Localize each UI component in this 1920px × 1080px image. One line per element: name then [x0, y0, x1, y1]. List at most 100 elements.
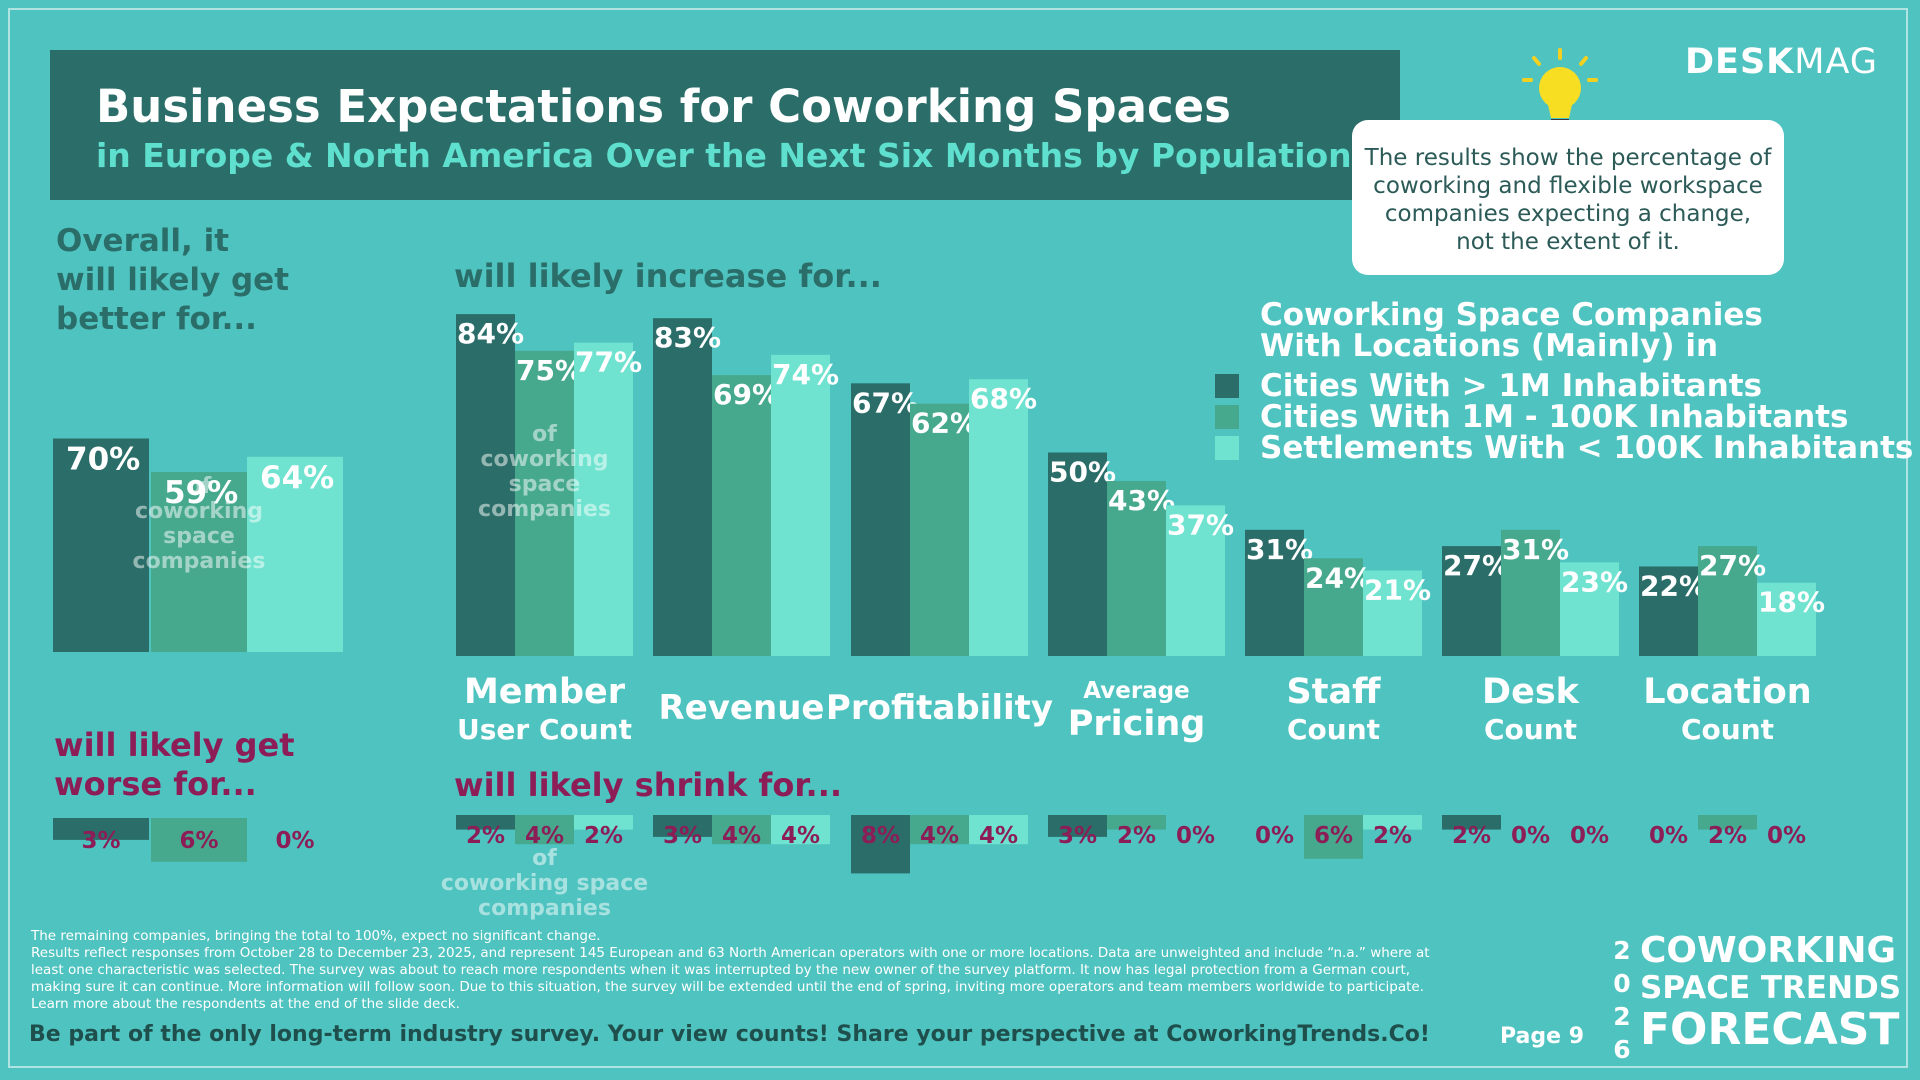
worse-heading: will likely get worse for...: [54, 726, 295, 804]
overall-worse-value-label: 6%: [179, 828, 218, 854]
increase-bar-note: space: [509, 472, 581, 497]
better-heading-line: Overall, it: [56, 223, 230, 259]
increase-bar: [771, 354, 830, 656]
shrink-bar: [456, 815, 515, 830]
increase-value-label: 24%: [1305, 561, 1372, 594]
shrink-bar: [1107, 815, 1166, 830]
increase-value-label: 31%: [1502, 533, 1569, 566]
worse-heading-line: worse for...: [54, 765, 257, 803]
increase-value-label: 69%: [713, 378, 780, 411]
shrink-note: of: [532, 846, 557, 871]
category-label: Revenue: [659, 688, 825, 728]
increase-value-label: 67%: [852, 386, 919, 419]
shrink-bar: [574, 815, 633, 830]
category-label: Pricing: [1068, 704, 1206, 744]
increase-bar: [712, 375, 771, 656]
category-label: Count: [1681, 713, 1774, 746]
shrink-bar: [1442, 815, 1501, 830]
legend-title: Coworking Space Companies With Locations…: [1260, 300, 1763, 362]
shrink-value-label: 2%: [466, 823, 505, 849]
increase-bar: [969, 379, 1028, 656]
overall-bar-note: space: [163, 524, 235, 549]
header-banner: Business Expectations for Coworking Spac…: [50, 50, 1440, 200]
legend-title-line: With Locations (Mainly) in: [1260, 328, 1719, 364]
shrink-value-label: 2%: [1708, 823, 1747, 849]
increase-value-label: 27%: [1699, 549, 1766, 582]
logo-part-mag: MAG: [1794, 42, 1878, 82]
overall-better-bar: [53, 438, 149, 652]
shrink-bar: [1698, 815, 1757, 830]
category-label: Location: [1643, 672, 1811, 712]
shrink-value-label: 0%: [1767, 823, 1806, 849]
forecast-line-1: COWORKING: [1640, 930, 1897, 971]
legend-item-settlements: Settlements With < 100K Inhabitants: [1215, 429, 1914, 466]
forecast-line-2: SPACE TRENDS: [1640, 970, 1902, 1006]
increase-bar-note: of: [532, 422, 557, 447]
shrink-bar: [969, 815, 1028, 845]
increase-bar: [910, 403, 969, 656]
overall-bar-note: companies: [133, 549, 266, 574]
shrink-value-label: 4%: [979, 823, 1018, 849]
shrink-bar: [653, 815, 712, 837]
shrink-value-label: 2%: [1117, 823, 1156, 849]
legend: Cities With > 1M Inhabitants Cities With…: [1215, 367, 1914, 466]
overall-worse-value-label: 0%: [275, 828, 314, 854]
shrink-value-label: 4%: [781, 823, 820, 849]
shrink-value-label: 0%: [1511, 823, 1550, 849]
increase-value-label: 43%: [1108, 484, 1175, 517]
increase-value-label: 75%: [516, 354, 583, 387]
increase-bar: [515, 350, 574, 656]
increase-heading: will likely increase for...: [454, 257, 882, 295]
increase-value-label: 62%: [911, 407, 978, 440]
legend-label: Settlements With < 100K Inhabitants: [1260, 429, 1914, 466]
increase-bar: [1698, 546, 1757, 656]
increase-value-label: 18%: [1758, 586, 1825, 619]
category-label: Average: [1083, 678, 1190, 704]
legend-swatch: [1215, 435, 1239, 460]
legend-swatch: [1215, 373, 1239, 398]
increase-bar: [1639, 566, 1698, 656]
year-digit: 0: [1613, 969, 1631, 998]
forecast-year: 2 0 2 6: [1612, 934, 1632, 1066]
better-heading-line: will likely get: [56, 262, 290, 298]
shrink-value-label: 4%: [722, 823, 761, 849]
page-title: Business Expectations for Coworking Spac…: [96, 80, 1231, 133]
logo-part-desk: DESK: [1685, 42, 1795, 82]
increase-value-label: 74%: [772, 358, 839, 391]
increase-bar-note: companies: [478, 497, 611, 522]
shrink-value-label: 4%: [920, 823, 959, 849]
overall-better-bar: [247, 456, 343, 652]
overall-worse-bar: [53, 818, 149, 840]
legend-swatch: [1215, 404, 1239, 429]
better-heading: Overall, it will likely get better for..…: [56, 222, 289, 339]
survey-cta-link[interactable]: Be part of the only long-term industry s…: [29, 1022, 1430, 1047]
shrink-value-label: 6%: [1314, 823, 1353, 849]
shrink-value-label: 3%: [1058, 823, 1097, 849]
increase-value-label: 31%: [1246, 533, 1313, 566]
legend-item-mid-cities: Cities With 1M - 100K Inhabitants: [1215, 399, 1913, 435]
overall-bar-note: coworking: [135, 499, 263, 524]
increase-bar-note: coworking: [480, 447, 608, 472]
better-heading-line: better for...: [56, 301, 257, 337]
increase-bar: [574, 342, 633, 656]
increase-value-label: 84%: [457, 317, 524, 350]
category-label: Desk: [1482, 672, 1580, 712]
shrink-value-label: 0%: [1649, 823, 1688, 849]
increase-bar: [1560, 562, 1619, 656]
shrink-bar: [1048, 815, 1107, 837]
increase-bar: [1304, 558, 1363, 656]
overall-better-value-label: 59%: [164, 475, 238, 511]
shrink-bar: [1304, 815, 1363, 859]
worse-heading-line: will likely get: [54, 726, 295, 764]
legend-label: Cities With > 1M Inhabitants: [1260, 367, 1763, 404]
legend-item-large-cities: Cities With > 1M Inhabitants: [1215, 367, 1913, 404]
increase-value-label: 68%: [970, 382, 1037, 415]
increase-bar: [1757, 582, 1816, 656]
shrink-value-label: 8%: [861, 823, 900, 849]
overall-worse-bar: [151, 818, 247, 862]
overall-bar-note: of: [187, 474, 212, 499]
increase-bar: [1166, 505, 1225, 656]
footnote-line: Learn more about the respondents at the …: [31, 996, 460, 1012]
shrink-value-label: 2%: [1452, 823, 1491, 849]
